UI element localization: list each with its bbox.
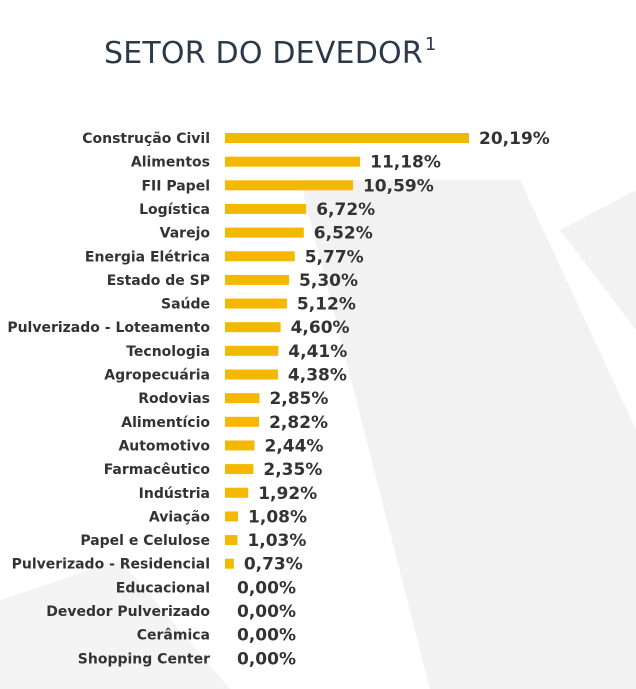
value-label: 0,73% <box>244 555 303 575</box>
value-label: 5,77% <box>305 247 364 267</box>
page-title: SETOR DO DEVEDOR 1 <box>104 34 437 71</box>
bar <box>225 203 307 214</box>
bar <box>225 369 278 380</box>
value-label: 4,41% <box>288 342 347 362</box>
bar <box>225 393 260 404</box>
value-label: 6,72% <box>316 200 375 220</box>
category-label: Cerâmica <box>137 628 210 644</box>
bar <box>225 156 361 167</box>
category-label: Agropecuária <box>104 368 210 384</box>
category-label: Indústria <box>139 486 210 502</box>
category-label: Aviação <box>149 509 210 525</box>
title-footnote-marker: 1 <box>424 34 437 55</box>
category-label: Pulverizado - Residencial <box>12 557 210 573</box>
bar <box>225 227 304 238</box>
bar <box>225 558 234 569</box>
category-label: FII Papel <box>141 178 210 194</box>
bar <box>225 251 295 262</box>
category-label: Energia Elétrica <box>85 249 210 265</box>
category-label: Rodovias <box>138 391 210 407</box>
bar <box>225 535 238 546</box>
category-label: Automotivo <box>118 438 210 454</box>
value-label: 1,92% <box>258 484 317 504</box>
value-label: 0,00% <box>237 649 296 669</box>
bar <box>225 440 255 451</box>
value-label: 0,00% <box>237 602 296 622</box>
bar <box>225 464 254 475</box>
category-label: Estado de SP <box>107 273 210 289</box>
value-label: 5,12% <box>297 295 356 315</box>
value-label: 1,08% <box>248 507 307 527</box>
value-label: 10,59% <box>363 176 434 196</box>
value-label: 0,00% <box>237 578 296 598</box>
value-label: 2,85% <box>269 389 328 409</box>
bar <box>225 298 287 309</box>
value-label: 11,18% <box>370 153 441 173</box>
bar <box>225 322 281 333</box>
value-label: 4,60% <box>291 318 350 338</box>
bar <box>225 416 260 427</box>
category-label: Saúde <box>161 297 210 313</box>
value-label: 5,30% <box>299 271 358 291</box>
category-label: Alimentos <box>131 155 210 171</box>
category-label: Logística <box>139 202 210 218</box>
category-label: Varejo <box>160 226 211 242</box>
value-label: 1,03% <box>247 531 306 551</box>
bar <box>225 274 290 285</box>
category-label: Tecnologia <box>126 344 210 360</box>
category-label: Pulverizado - Loteamento <box>7 320 210 336</box>
bar <box>225 345 279 356</box>
value-label: 2,35% <box>263 460 322 480</box>
category-label: Papel e Celulose <box>80 533 210 549</box>
bar <box>225 180 353 191</box>
value-label: 0,00% <box>237 626 296 646</box>
category-label: Shopping Center <box>78 651 210 667</box>
category-label: Educacional <box>116 580 210 596</box>
value-label: 2,44% <box>264 436 323 456</box>
category-label: Alimentício <box>121 415 210 431</box>
category-label: Farmacêutico <box>104 462 211 478</box>
title-text: SETOR DO DEVEDOR <box>104 36 423 71</box>
category-label: Devedor Pulverizado <box>46 604 210 620</box>
bar <box>225 487 249 498</box>
value-label: 4,38% <box>288 366 347 386</box>
category-label: Construção Civil <box>82 131 210 147</box>
value-label: 20,19% <box>479 129 550 149</box>
bar <box>225 133 469 143</box>
value-label: 6,52% <box>314 224 373 244</box>
bar <box>225 511 239 522</box>
value-label: 2,82% <box>269 413 328 433</box>
